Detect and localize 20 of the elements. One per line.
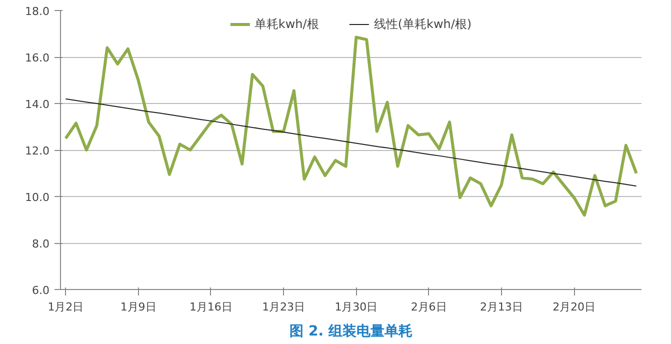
y-tick-label: 12.0 [25, 144, 50, 158]
x-tick-label: 2月13日 [480, 300, 523, 314]
y-tick-label: 8.0 [32, 238, 50, 250]
x-tick-label: 2月20日 [552, 300, 596, 314]
line-series [64, 36, 638, 217]
legend-label: 单耗kwh/根 [254, 16, 319, 32]
x-tick-label: 1月23日 [262, 300, 306, 314]
line-series [65, 98, 637, 187]
x-tick-label: 2月6日 [410, 300, 447, 314]
y-tick-label: 14.0 [25, 98, 50, 111]
x-tick-label: 1月9日 [120, 300, 156, 314]
x-tick-label: 1月16日 [189, 300, 232, 314]
x-tick-label: 1月30日 [334, 300, 378, 314]
y-tick-label: 16.0 [25, 52, 50, 64]
y-tick-label: 10.0 [25, 191, 50, 204]
text: 图 2. 组装电量单耗 [290, 324, 412, 340]
x-tick-label: 1月2日 [48, 300, 84, 314]
y-tick-label: 18.0 [25, 5, 50, 18]
y-tick-label: 6.0 [32, 284, 50, 297]
legend-label: 线性(单耗kwh/根) [374, 16, 472, 32]
